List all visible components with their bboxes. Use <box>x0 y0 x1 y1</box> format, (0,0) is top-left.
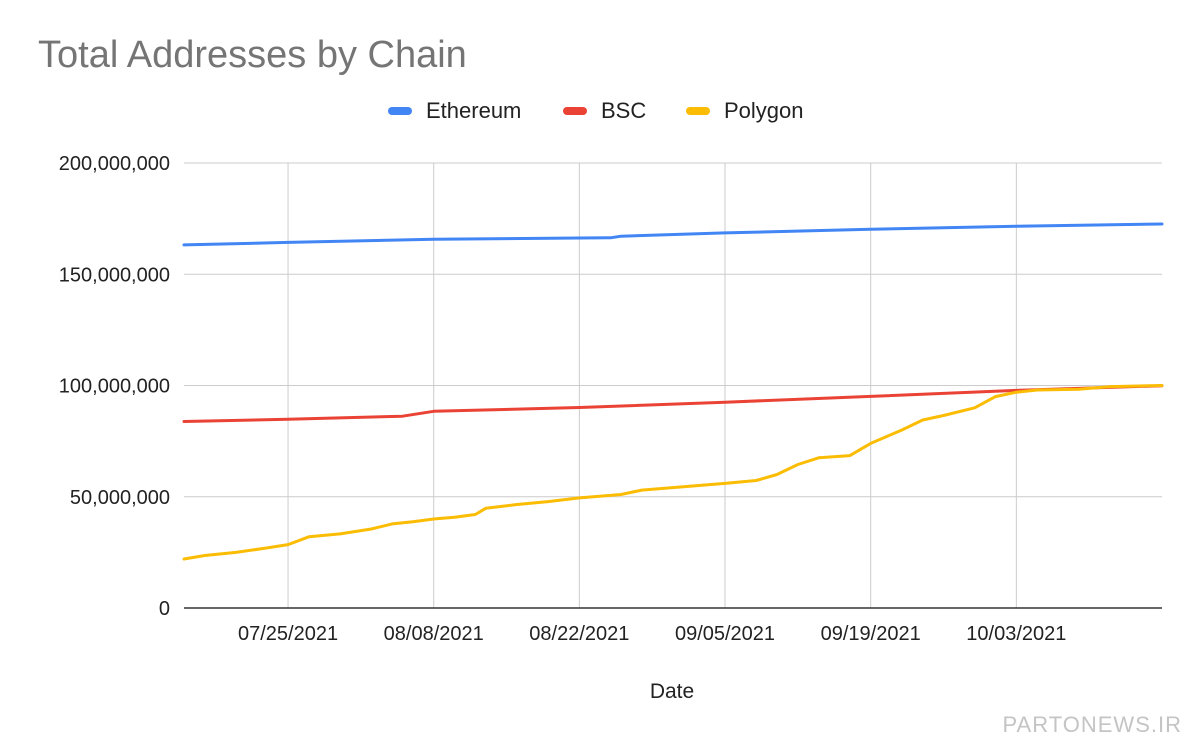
x-tick-label: 09/19/2021 <box>821 623 921 645</box>
series-line-ethereum <box>182 222 1164 247</box>
x-tick-label: 08/08/2021 <box>384 623 484 645</box>
x-axis-ticks: 07/25/2021 08/08/2021 08/22/2021 09/05/2021… <box>238 623 1066 645</box>
y-tick-label: 200,000,000 <box>59 153 170 175</box>
legend-label-ethereum: Ethereum <box>426 98 522 123</box>
legend-swatch-polygon <box>686 107 710 115</box>
series-line-bsc <box>182 384 1164 423</box>
legend-item-bsc[interactable]: BSC <box>563 98 646 124</box>
grid <box>184 162 1162 608</box>
x-tick-label: 09/05/2021 <box>675 623 775 645</box>
legend-item-ethereum[interactable]: Ethereum <box>388 98 521 124</box>
x-tick-label: 08/22/2021 <box>529 623 629 645</box>
y-tick-label: 150,000,000 <box>59 264 170 286</box>
y-tick-label: 50,000,000 <box>70 487 170 509</box>
legend: Ethereum BSC Polygon <box>0 98 1200 128</box>
series-lines <box>182 222 1164 561</box>
chart-title: Total Addresses by Chain <box>38 34 467 76</box>
watermark: PARTONEWS.IR <box>1002 712 1182 737</box>
x-axis-title: Date <box>650 680 694 703</box>
y-tick-label: 100,000,000 <box>59 376 170 398</box>
legend-item-polygon[interactable]: Polygon <box>686 98 804 124</box>
legend-swatch-ethereum <box>388 107 412 115</box>
legend-label-polygon: Polygon <box>724 98 804 123</box>
x-tick-label: 10/03/2021 <box>966 623 1066 645</box>
legend-label-bsc: BSC <box>601 98 647 123</box>
legend-swatch-bsc <box>563 107 587 115</box>
series-line-polygon <box>182 384 1164 561</box>
y-tick-label: 0 <box>159 598 170 620</box>
y-axis-ticks: 0 50,000,000 100,000,000 150,000,000 200,000… <box>59 153 170 620</box>
x-tick-label: 07/25/2021 <box>238 623 338 645</box>
